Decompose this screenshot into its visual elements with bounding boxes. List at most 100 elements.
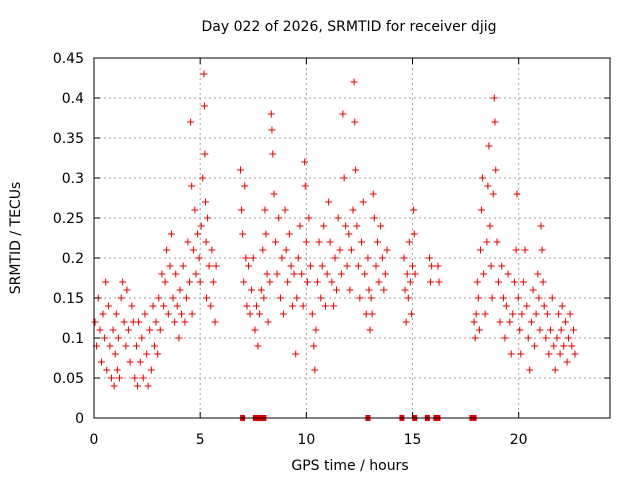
data-point <box>299 302 307 310</box>
data-point <box>492 166 500 174</box>
data-point <box>279 310 287 318</box>
data-point <box>507 350 515 358</box>
data-point <box>117 294 125 302</box>
data-point <box>426 254 434 262</box>
y-tick-label: 0.35 <box>53 131 84 147</box>
x-tick-label: 5 <box>196 432 205 448</box>
data-point <box>317 294 325 302</box>
data-point <box>539 278 547 286</box>
data-point <box>305 214 313 222</box>
data-point <box>106 342 114 350</box>
data-point <box>107 374 115 382</box>
data-point <box>238 206 246 214</box>
data-point <box>427 278 435 286</box>
data-point <box>146 326 154 334</box>
data-point <box>377 222 385 230</box>
data-point <box>521 246 529 254</box>
data-point <box>321 302 329 310</box>
data-point <box>375 278 383 286</box>
data-point <box>239 230 247 238</box>
data-point <box>270 190 278 198</box>
data-point <box>428 262 436 270</box>
data-point <box>171 318 179 326</box>
data-point <box>187 118 195 126</box>
data-point <box>493 238 501 246</box>
data-point <box>561 318 569 326</box>
data-point <box>489 190 497 198</box>
data-point <box>531 342 539 350</box>
data-point <box>366 326 374 334</box>
data-point <box>111 350 119 358</box>
data-point <box>470 318 478 326</box>
data-point <box>350 78 358 86</box>
y-tick-label: 0.1 <box>62 331 84 347</box>
data-point <box>365 286 373 294</box>
data-point <box>160 302 168 310</box>
data-point <box>479 174 487 182</box>
data-point <box>264 318 272 326</box>
data-point <box>556 350 564 358</box>
data-point <box>189 246 197 254</box>
data-point <box>260 294 268 302</box>
data-point <box>301 158 309 166</box>
data-point <box>135 318 143 326</box>
data-point <box>156 326 164 334</box>
data-point <box>340 174 348 182</box>
data-point <box>303 278 311 286</box>
data-point <box>409 262 417 270</box>
data-point <box>115 374 123 382</box>
data-point <box>527 318 535 326</box>
data-point <box>356 294 364 302</box>
data-point <box>186 278 194 286</box>
data-point <box>296 222 304 230</box>
data-point <box>237 166 245 174</box>
data-point <box>259 246 267 254</box>
data-point <box>155 294 163 302</box>
data-point <box>536 326 544 334</box>
data-point <box>513 190 521 198</box>
data-points <box>91 70 579 390</box>
data-point <box>534 270 542 278</box>
data-point <box>499 294 507 302</box>
data-point <box>302 238 310 246</box>
data-point <box>96 326 104 334</box>
data-point <box>207 302 215 310</box>
data-point <box>134 382 142 390</box>
data-point <box>472 310 480 318</box>
data-point <box>182 294 190 302</box>
data-point <box>175 334 183 342</box>
data-point <box>512 246 520 254</box>
data-point <box>110 382 118 390</box>
data-point <box>548 294 556 302</box>
data-point <box>109 326 117 334</box>
data-point <box>354 262 362 270</box>
data-point <box>487 262 495 270</box>
data-point <box>358 238 366 246</box>
data-point <box>481 310 489 318</box>
data-point <box>173 302 181 310</box>
data-point <box>161 278 169 286</box>
y-tick-label: 0.2 <box>62 251 84 267</box>
data-point <box>263 270 271 278</box>
data-point <box>249 254 257 262</box>
data-point <box>334 214 342 222</box>
data-point <box>400 254 408 262</box>
y-tick-label: 0.3 <box>62 171 84 187</box>
data-point <box>99 310 107 318</box>
data-point <box>312 326 320 334</box>
data-point <box>281 206 289 214</box>
data-point <box>537 222 545 230</box>
y-tick-label: 0.15 <box>53 291 84 307</box>
data-point <box>212 262 220 270</box>
data-point <box>310 342 318 350</box>
x-tick-label: 10 <box>297 432 315 448</box>
data-point <box>269 150 277 158</box>
data-point <box>278 254 286 262</box>
data-point <box>411 270 419 278</box>
data-point <box>361 270 369 278</box>
data-point <box>308 310 316 318</box>
x-tick-label: 0 <box>90 432 99 448</box>
data-point <box>526 366 534 374</box>
data-point <box>208 246 216 254</box>
